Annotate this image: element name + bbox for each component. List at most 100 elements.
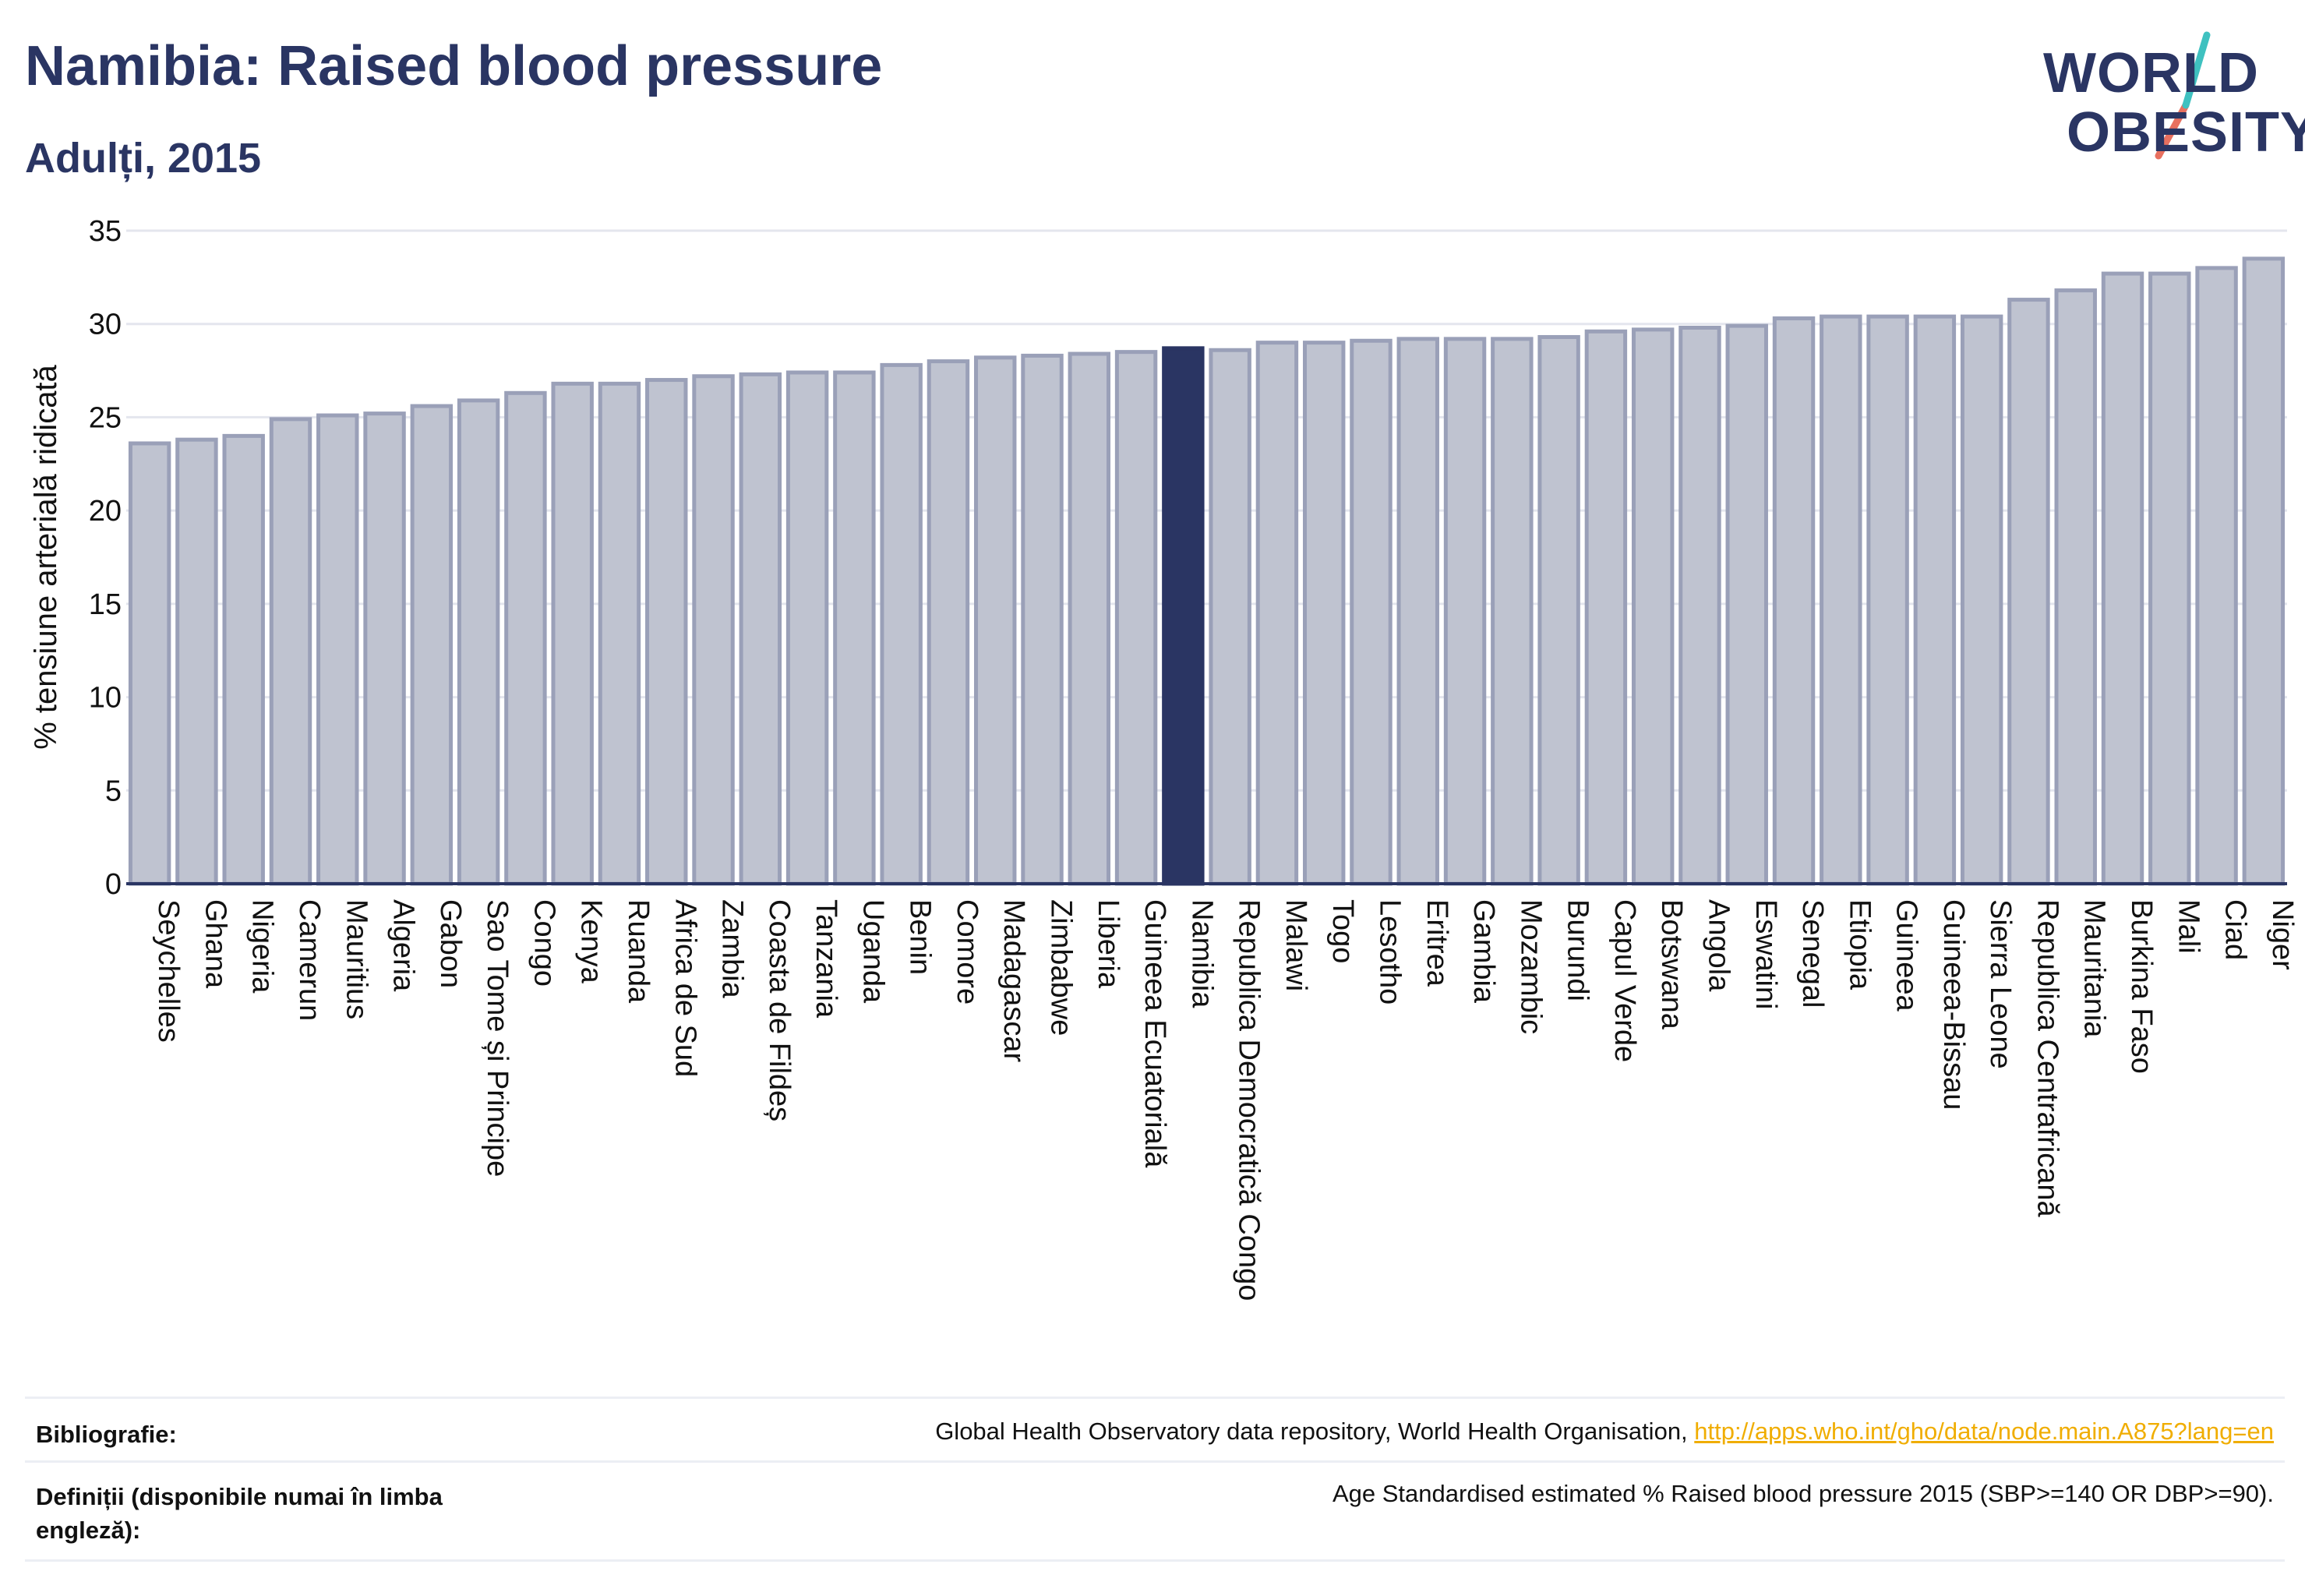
x-tick-label: Namibia <box>1185 899 1218 1008</box>
x-tick-label: Camerun <box>293 899 326 1021</box>
bar <box>645 378 688 886</box>
x-tick-label: Ghana <box>199 899 231 989</box>
bar <box>2054 288 2097 886</box>
bar <box>410 404 454 886</box>
bar <box>1302 341 1346 886</box>
bar <box>598 381 641 886</box>
bar <box>1114 350 1158 886</box>
bibliography-row: Bibliografie: Global Health Observatory … <box>25 1396 2285 1463</box>
logo-line-2: OBESITY <box>2067 101 2305 164</box>
bar <box>2195 266 2238 886</box>
x-tick-label: Gabon <box>434 899 467 988</box>
x-tick-label: Tanzania <box>810 899 842 1019</box>
x-tick-label: Benin <box>904 899 937 975</box>
x-tick-label: Seychelles <box>152 899 185 1043</box>
world-obesity-logo: WORLD OBESITY <box>2026 31 2305 164</box>
x-tick-label: Madagascar <box>997 899 1030 1062</box>
x-tick-label: Sierra Leone <box>1984 899 2017 1069</box>
bar <box>785 370 829 886</box>
bar <box>222 433 265 886</box>
x-tick-label: Uganda <box>856 899 889 1004</box>
bar <box>269 417 312 886</box>
bar <box>692 374 735 886</box>
bar <box>1960 314 2003 886</box>
x-tick-label: Mauritius <box>340 899 372 1019</box>
bar <box>974 355 1017 886</box>
bar <box>2242 256 2286 886</box>
y-axis-label: % tensiune arterială ridicată <box>29 364 63 749</box>
definitions-row: Definiții (disponibile numai în limba en… <box>25 1460 2285 1562</box>
x-tick-label: Burundi <box>1562 899 1594 1001</box>
bar <box>2148 271 2191 886</box>
bar <box>1255 341 1299 886</box>
x-tick-label: Coasta de Fildeș <box>763 899 796 1121</box>
x-tick-label: Nigeria <box>246 899 279 994</box>
y-tick-label: 35 <box>89 215 122 248</box>
logo-slash-icon <box>2155 31 2211 160</box>
x-tick-label: Niger <box>2266 899 2299 970</box>
y-tick-label: 0 <box>105 868 122 901</box>
x-tick-label: Capul Verde <box>1608 899 1641 1062</box>
x-tick-label: Republica Centrafricană <box>2031 899 2063 1218</box>
bibliography-label: Bibliografie: <box>36 1421 177 1448</box>
y-tick-label: 30 <box>89 309 122 341</box>
bar <box>1772 316 1816 886</box>
bar <box>1021 353 1064 886</box>
bar <box>1396 337 1439 886</box>
logo-line-1: WORLD <box>2043 42 2259 104</box>
x-tick-label: Etiopia <box>1843 899 1876 990</box>
x-tick-label: Zimbabwe <box>1045 899 1078 1036</box>
x-tick-label: Malawi <box>1280 899 1312 991</box>
x-tick-label: Mozambic <box>1514 899 1547 1034</box>
x-tick-label: Zambia <box>716 899 749 999</box>
y-tick-label: 25 <box>89 401 122 434</box>
x-tick-label: Sao Tome și Principe <box>481 899 514 1177</box>
x-tick-label: Congo <box>528 899 560 987</box>
bar <box>1537 334 1580 886</box>
x-tick-label: Republica Democratică Congo <box>1233 899 1265 1301</box>
bibliography-link[interactable]: http://apps.who.int/gho/data/node.main.A… <box>1694 1418 2274 1445</box>
bar <box>739 372 782 886</box>
x-tick-label: Africa de Sud <box>669 899 701 1077</box>
bar <box>1209 348 1251 886</box>
bar <box>1678 326 1721 886</box>
bar <box>1631 327 1675 886</box>
bar <box>1913 314 1957 886</box>
bar <box>2101 271 2144 886</box>
y-tick-label: 5 <box>105 775 122 807</box>
bar <box>1584 329 1628 886</box>
x-tick-label: Ciad <box>2219 899 2252 960</box>
bar <box>1866 314 1909 886</box>
bibliography-text: Global Health Observatory data repositor… <box>935 1418 1695 1445</box>
x-tick-label: Kenya <box>575 899 608 984</box>
bar <box>1162 346 1205 886</box>
x-tick-label: Gambia <box>1467 899 1500 1004</box>
bar <box>1820 314 1862 886</box>
x-tick-label: Guineea Ecuatorială <box>1138 899 1171 1168</box>
bar <box>457 398 500 886</box>
x-tick-label: Senegal <box>1796 899 1829 1008</box>
bibliography-value: Global Health Observatory data repositor… <box>935 1418 2274 1446</box>
bar <box>880 362 923 886</box>
chart-title: Namibia: Raised blood pressure <box>25 35 883 97</box>
x-tick-label: Mauritania <box>2078 899 2111 1038</box>
x-tick-label: Mali <box>2172 899 2204 954</box>
bar <box>927 359 970 886</box>
y-tick-label: 10 <box>89 682 122 715</box>
x-tick-label: Algeria <box>387 899 420 992</box>
x-tick-label: Togo <box>1326 899 1359 963</box>
y-tick-label: 15 <box>89 588 122 621</box>
bar <box>504 390 547 886</box>
x-tick-label: Guineea-Bissau <box>1937 899 1970 1110</box>
x-tick-label: Burkina Faso <box>2125 899 2158 1074</box>
bar <box>1068 351 1111 886</box>
definitions-label: Definiții (disponibile numai în limba en… <box>36 1483 443 1545</box>
bar <box>1725 323 1768 886</box>
bar <box>128 441 171 886</box>
x-tick-label: Lesotho <box>1373 899 1406 1005</box>
bar <box>833 370 876 886</box>
x-tick-label: Angola <box>1702 899 1735 992</box>
x-tick-label: Eritrea <box>1421 899 1453 987</box>
chart-subtitle: Adulți, 2015 <box>25 135 262 182</box>
bar <box>2007 298 2050 886</box>
